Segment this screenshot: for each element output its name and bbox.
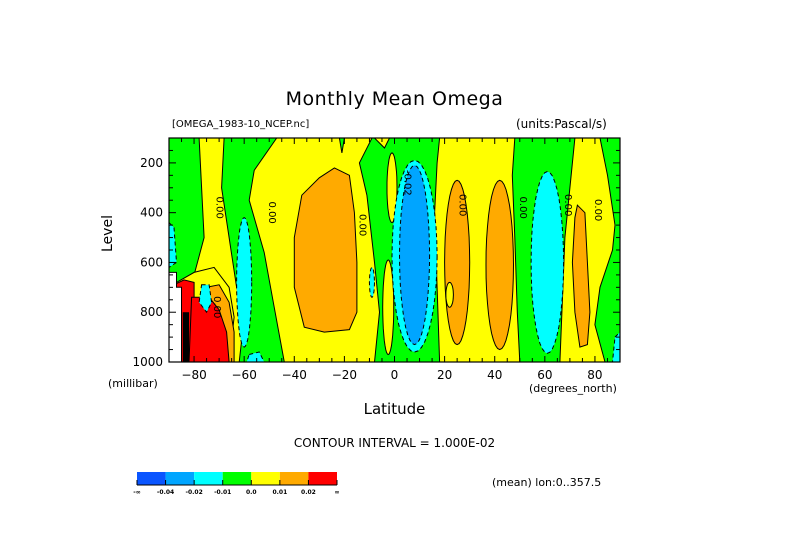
colorbar-swatch [251, 472, 280, 485]
contour-label: 0.00 [562, 194, 573, 216]
dense-contour-region [182, 312, 190, 362]
y-tick-label: 800 [140, 305, 163, 319]
contour-label: -0.02 [402, 170, 413, 196]
x-tick-label: 0 [391, 368, 399, 382]
contour-region-lightblue [398, 164, 431, 346]
contour-region-orange [485, 179, 515, 351]
y-axis-units: (millibar) [108, 377, 158, 390]
colorbar-tick-label: 0.0 [246, 489, 257, 496]
colorbar-swatch [165, 472, 195, 485]
y-tick-label: 200 [140, 156, 163, 170]
contour-label: 0.00 [266, 202, 277, 224]
colorbar-swatch [194, 472, 223, 485]
contour-region-orange [293, 167, 358, 333]
units-label: (units:Pascal/s) [516, 117, 607, 131]
contour-label: 0.00 [517, 197, 528, 219]
contour-label: 0.00 [356, 214, 367, 236]
contour-labels: 0.00 0.00 0.00 -0.02 0.00 0.00 0.00 0.00 0.00 [211, 170, 603, 319]
contour-label: 0.00 [214, 197, 225, 219]
file-label: [OMEGA_1983-10_NCEP.nc] [172, 119, 310, 130]
contour-region-yellow [445, 281, 454, 308]
colorbar-tick-label: -0.02 [185, 489, 202, 496]
contour-region-cyan [530, 171, 565, 354]
contour-interval-label: CONTOUR INTERVAL = 1.000E-02 [293, 436, 496, 450]
missing-data-region [169, 271, 182, 362]
y-axis: 200 400 600 800 1000 [132, 137, 620, 369]
contour-region-green [338, 138, 345, 153]
contour-label: 0.00 [592, 199, 603, 221]
colorbar-swatch [279, 472, 309, 485]
chart-title: Monthly Mean Omega [285, 88, 504, 110]
colorbar-tick-label: -0.04 [157, 489, 174, 496]
x-axis: −80 −60 −40 −20 0 20 40 60 80 [168, 138, 621, 382]
contour-label: 0.00 [457, 194, 468, 216]
colorbar-tick-label: 0.02 [301, 489, 316, 496]
x-tick-label: 40 [487, 368, 502, 382]
colorbar-tick-label: -0.01 [214, 489, 231, 496]
x-tick-label: 20 [437, 368, 452, 382]
y-tick-label: 1000 [132, 355, 163, 369]
contour-region-cyan [169, 221, 178, 269]
colorbar-tick-label: 0.01 [272, 489, 287, 496]
contour-region-yellow [382, 259, 395, 356]
y-tick-label: 600 [140, 255, 163, 269]
x-tick-label: −60 [232, 368, 257, 382]
x-tick-label: −20 [332, 368, 357, 382]
colorbar-swatch [308, 472, 337, 485]
colorbar: -∞ -0.04 -0.02 -0.01 0.0 0.01 0.02 ∞ [133, 472, 340, 496]
contour-region-cyan [246, 351, 265, 362]
x-tick-label: −80 [181, 368, 206, 382]
x-tick-label: 60 [537, 368, 552, 382]
x-tick-label: 80 [587, 368, 602, 382]
x-axis-label: Latitude [363, 400, 426, 418]
contour-region-orange [571, 204, 591, 348]
contour-region-yellow [559, 138, 616, 362]
contour-region-yellow [373, 138, 391, 149]
plot-area [169, 138, 620, 362]
colorbar-swatch [222, 472, 252, 485]
mean-longitude-note: (mean) lon:0..357.5 [492, 476, 602, 489]
contour-region-cyan [368, 266, 376, 298]
x-axis-units: (degrees_north) [529, 382, 617, 395]
colorbar-tick-label: -∞ [133, 489, 141, 496]
contour-label: 0.00 [211, 296, 222, 318]
contour-region-cyan [611, 331, 620, 362]
contour-region-cyan [236, 216, 253, 348]
y-tick-label: 400 [140, 206, 163, 220]
colorbar-tick-label: ∞ [335, 489, 340, 496]
x-tick-label: −40 [282, 368, 307, 382]
contour-region-cyan [198, 284, 213, 314]
colorbar-swatch [137, 472, 166, 485]
